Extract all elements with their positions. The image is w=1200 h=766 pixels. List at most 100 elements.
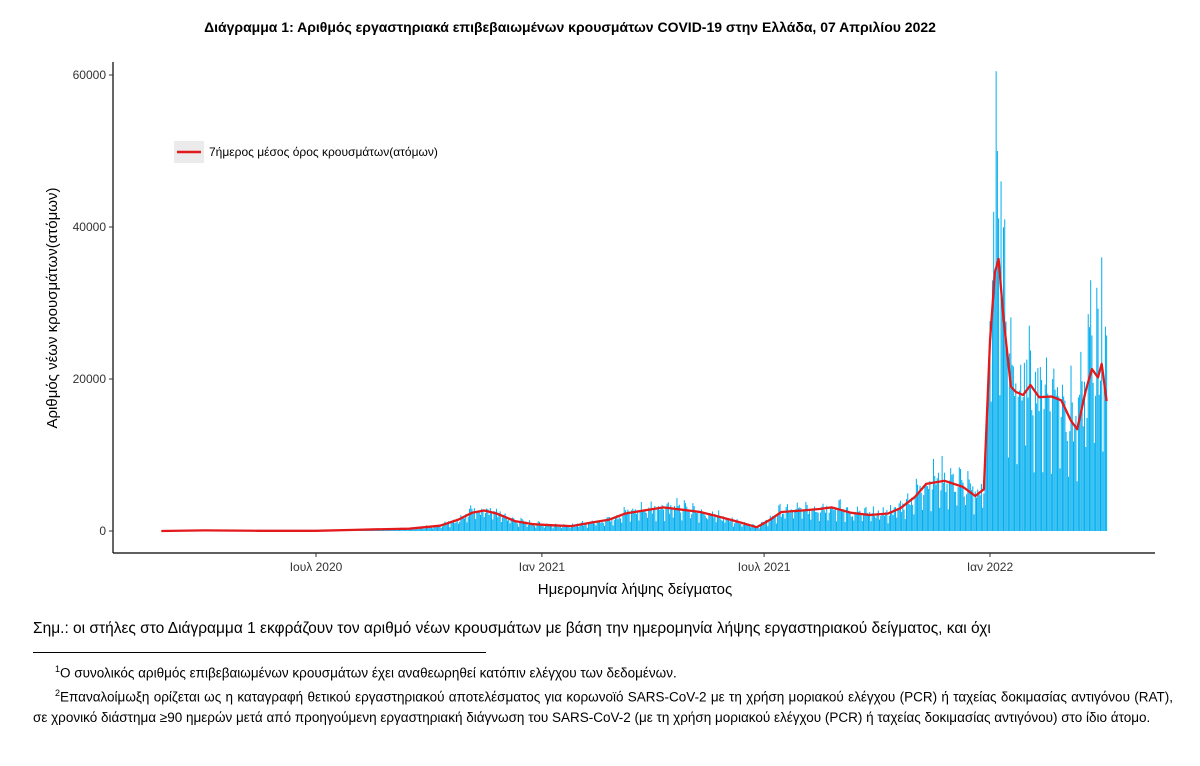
bar [480,514,482,531]
bar [859,510,861,531]
bar [608,517,610,531]
bar [892,515,894,531]
bar [412,528,414,531]
bar [939,507,941,531]
bar [633,510,635,531]
bar [813,506,815,531]
bar [993,211,995,532]
bar [719,517,721,531]
bar [919,485,921,531]
bar [964,505,966,531]
bar [807,514,809,531]
bar [975,497,977,531]
y-tick-label: 20000 [73,372,107,386]
bar [489,508,491,531]
bar [734,523,736,531]
bar [865,506,867,531]
bar [441,526,443,531]
bar [599,520,601,531]
bar [778,505,780,531]
bar [1038,411,1040,531]
chart-note: Σημ.: οι στήλες στο Διάγραμμα 1 εκφράζου… [33,620,991,637]
bar [1037,368,1039,531]
bar [898,503,900,531]
bar [752,523,754,531]
bar [541,524,543,531]
bar [1092,382,1094,531]
bar [1033,472,1035,531]
bar [686,506,688,531]
bar [1012,366,1014,531]
bar [585,523,587,531]
bar [558,526,560,531]
bar [945,491,947,531]
bar [871,513,873,531]
bar [513,518,515,531]
bar [791,510,793,531]
bar [812,509,814,531]
bar [642,511,644,531]
bar [882,507,884,531]
footnote-1-mark: 1 [55,664,61,674]
bar [1009,353,1011,531]
bar [743,522,745,531]
bar [852,516,854,531]
bar [1017,396,1019,531]
bar [1070,365,1072,531]
bar [604,525,606,531]
bar [664,521,666,531]
bar [456,518,458,531]
bar [462,518,464,531]
bar [1065,432,1067,531]
bar [751,526,753,531]
bar [1069,431,1071,531]
bar [1079,394,1081,531]
bar [874,515,876,531]
bar [790,509,792,531]
bar [413,528,415,531]
bar [786,504,788,531]
bar [824,512,826,531]
bar [1021,400,1023,531]
bar [511,517,513,531]
bar [1075,415,1077,531]
bar [748,524,750,531]
bar [396,529,398,531]
bar [784,518,786,531]
bar [581,520,583,531]
bar [552,528,554,531]
bar [891,511,893,531]
bar [923,495,925,531]
bar [1016,464,1018,531]
bar [482,509,484,531]
bar [494,511,496,531]
bar [590,521,592,531]
bar [877,510,879,531]
bar [893,507,895,531]
bar [559,525,561,531]
bar [1102,451,1104,531]
bar [654,505,656,531]
bar [1052,379,1054,531]
bar [665,507,667,531]
bar [1054,389,1056,531]
bar [689,518,691,531]
bar [1032,415,1034,531]
bar [397,529,399,531]
bar [481,508,483,531]
bar [535,527,537,531]
bar [982,507,984,531]
bar [817,512,819,531]
bar [389,529,391,531]
bar [805,501,807,531]
bar [1018,390,1020,531]
bar [619,518,621,531]
bar [589,521,591,531]
bar [693,506,695,531]
bar [534,525,536,531]
bar [538,521,540,531]
bar [435,525,437,531]
bar [756,528,758,531]
bar [885,512,887,531]
bar [910,497,912,531]
